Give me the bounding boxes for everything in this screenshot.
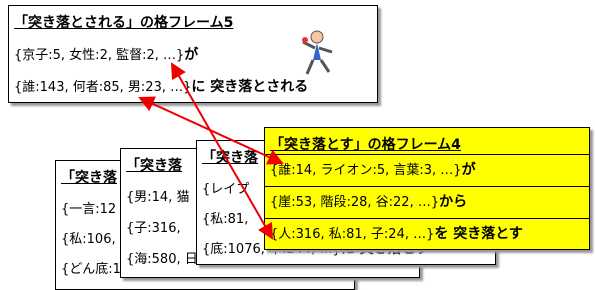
link-arrow <box>140 98 282 163</box>
arrows <box>0 0 595 283</box>
page: 「突き落とされる」の格フレーム5{京子:5, 女性:2, 監督:2, …}が{誰… <box>0 0 595 283</box>
